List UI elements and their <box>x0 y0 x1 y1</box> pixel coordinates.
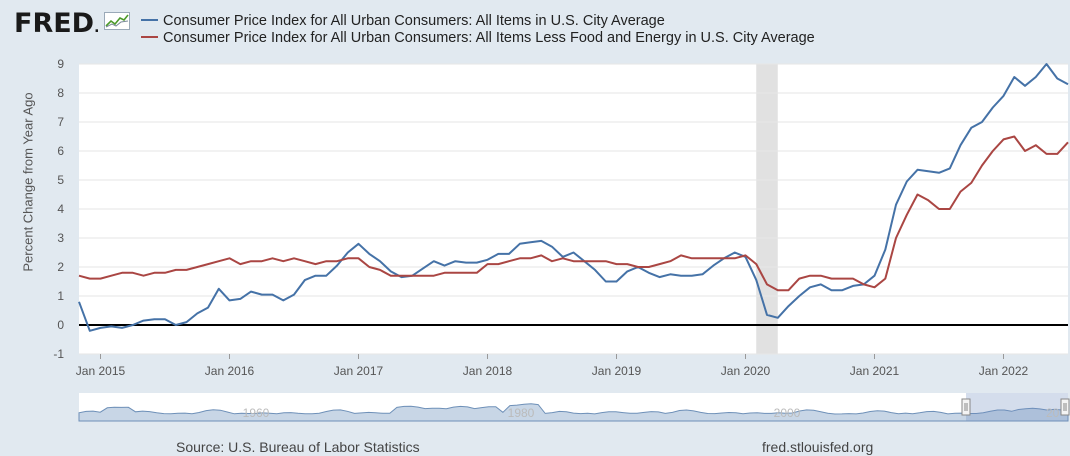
y-tick-label: 4 <box>57 202 64 216</box>
x-tick-label: Jan 2016 <box>205 364 255 378</box>
fred-logo[interactable]: FRED. <box>14 8 99 39</box>
navigator-tick-1980: 1980 <box>508 406 535 420</box>
y-tick-label: 0 <box>57 318 64 332</box>
y-tick-label: 3 <box>57 231 64 245</box>
navigator-right-handle[interactable] <box>1060 398 1070 416</box>
legend-swatch-cpi <box>141 19 158 22</box>
series-line-cpi[interactable] <box>78 63 1069 332</box>
x-tick-label: Jan 2019 <box>592 364 642 378</box>
x-tick-label: Jan 2020 <box>721 364 771 378</box>
logo-text: FRED <box>14 8 95 39</box>
navigator-left-handle[interactable] <box>961 398 971 416</box>
legend-item-core-cpi[interactable]: Consumer Price Index for All Urban Consu… <box>141 30 815 47</box>
source-note: Source: U.S. Bureau of Labor Statistics <box>176 439 420 455</box>
y-tick-label: 6 <box>57 144 64 158</box>
navigator-tick-1960: 1960 <box>243 406 270 420</box>
range-navigator[interactable]: 1960 1980 2000 20 <box>0 393 1070 423</box>
navigator-area <box>78 403 1069 422</box>
x-tick-label: Jan 2018 <box>463 364 513 378</box>
legend-label-core-cpi: Consumer Price Index for All Urban Consu… <box>163 30 815 46</box>
navigator-tick-20xx: 20 <box>1046 406 1060 420</box>
legend: Consumer Price Index for All Urban Consu… <box>141 13 815 47</box>
y-tick-label: -1 <box>53 347 64 361</box>
navigator-tick-2000: 2000 <box>774 406 801 420</box>
chart-header: FRED. Consumer Price Index for All Urban… <box>0 0 1070 56</box>
line-chart: -1 0 1 2 3 4 5 6 7 8 9 Jan 2015 Jan 2016 Jan 2017 Jan… <box>53 57 1069 378</box>
legend-swatch-core-cpi <box>141 36 158 39</box>
navigator-selection[interactable] <box>966 393 1068 421</box>
x-tick-label: Jan 2017 <box>334 364 384 378</box>
y-tick-label: 8 <box>57 86 64 100</box>
x-tick-label: Jan 2015 <box>76 364 126 378</box>
y-tick-label: 2 <box>57 260 64 274</box>
series-line-core-cpi[interactable] <box>78 135 1069 292</box>
legend-label-cpi: Consumer Price Index for All Urban Consu… <box>163 13 665 29</box>
y-tick-label: 5 <box>57 173 64 187</box>
logo-mark: . <box>94 20 100 36</box>
y-tick-label: 1 <box>57 289 64 303</box>
y-tick-label: 7 <box>57 115 64 129</box>
chart-trend-icon <box>104 12 130 30</box>
y-tick-label: 9 <box>57 57 64 71</box>
x-tick-label: Jan 2022 <box>979 364 1029 378</box>
legend-item-cpi[interactable]: Consumer Price Index for All Urban Consu… <box>141 13 815 30</box>
x-tick-label: Jan 2021 <box>850 364 900 378</box>
site-link[interactable]: fred.stlouisfed.org <box>762 439 874 455</box>
